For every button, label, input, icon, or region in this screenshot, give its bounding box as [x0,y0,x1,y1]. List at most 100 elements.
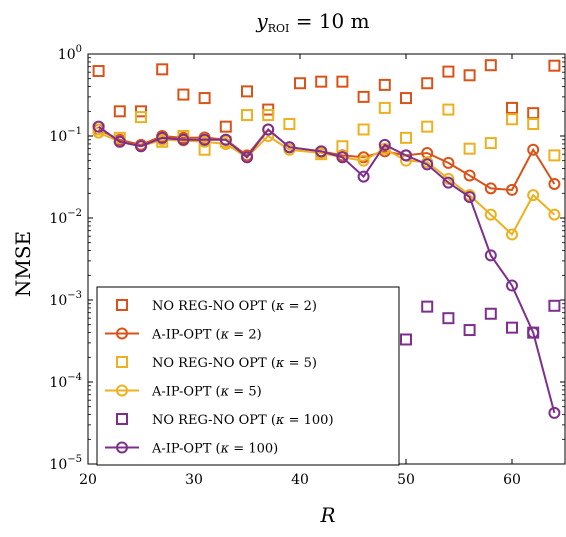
data-point [548,406,561,419]
y-tick-base: 10 [49,375,67,391]
data-point [219,133,232,146]
y-tick-exp: −1 [67,126,82,137]
data-point [548,59,561,72]
data-point [484,307,497,320]
y-tick-exp: −3 [67,290,82,301]
data-point [357,154,370,167]
y-tick-base: 10 [49,457,67,473]
data-point [506,113,518,126]
data-point [198,92,211,105]
data-point [442,176,455,189]
data-point [135,111,147,124]
data-point [336,151,349,164]
data-point [484,182,497,195]
legend-marker [116,327,128,340]
data-point [421,300,434,313]
data-point [527,118,540,131]
x-tick-label: 60 [503,472,521,488]
data-point [506,279,518,292]
data-point [357,170,370,183]
legend-marker [116,384,128,397]
data-point [113,105,126,118]
legend-marker [116,413,128,425]
data-point [463,191,476,204]
chart-title-sub: ROI [268,22,290,35]
data-point [421,120,434,133]
x-axis-label: R [319,503,335,527]
data-point [113,135,126,148]
data-point [527,143,540,156]
legend-entry: A-IP-OPT (κ = 2) [105,327,262,343]
data-point [357,123,370,136]
y-tick-label: 10−2 [49,208,82,227]
y-tick-label: 10−1 [49,126,82,145]
data-point [294,77,306,90]
data-point [262,109,275,122]
legend-label: NO REG-NO OPT (κ = 100) [152,413,334,428]
data-point [283,118,296,131]
data-point [463,324,476,337]
chart-title-rest: = 10 m [289,9,369,33]
data-point [400,149,412,162]
data-point [135,140,147,153]
data-point [378,138,391,151]
data-point [241,151,253,164]
legend-label: NO REG-NO OPT (κ = 2) [152,299,317,314]
x-tick-label: 20 [79,472,97,488]
data-point [484,59,497,72]
chart-title: yROI = 10 m [255,9,369,35]
y-tick-base: 10 [58,47,76,63]
data-point [527,189,540,202]
x-tick-label: 40 [291,472,309,488]
x-tick-label: 50 [397,472,415,488]
legend-label: A-IP-OPT (κ = 5) [151,385,262,400]
data-point [378,101,391,114]
data-point [548,208,561,221]
data-point [463,69,476,82]
data-series [92,59,561,419]
data-point [315,145,328,158]
legend-entry: NO REG-NO OPT (κ = 2) [116,299,317,314]
y-tick-base: 10 [49,293,67,309]
data-point [421,77,434,90]
data-point [442,103,455,116]
data-point [156,131,169,144]
data-point [506,321,518,334]
legend-marker [116,356,128,368]
legend-label: A-IP-OPT (κ = 2) [151,328,262,343]
legend-box [96,286,400,466]
legend-label: A-IP-OPT (κ = 100) [151,442,278,457]
data-point [336,75,349,88]
data-point [421,158,434,171]
y-axis-label: NMSE [11,231,35,297]
y-tick-exp: −2 [67,208,82,219]
x-tick-label: 30 [185,472,203,488]
data-point [548,299,561,312]
data-point [92,120,105,133]
y-tick-label: 10−3 [49,290,82,309]
data-point [442,156,455,169]
data-point [484,208,497,221]
data-point [527,107,540,120]
data-point [548,149,561,162]
y-tick-exp: 0 [76,44,82,55]
data-point [336,140,349,153]
y-tick-exp: −4 [67,372,82,383]
data-point [315,75,328,88]
data-point [548,177,561,190]
legend: NO REG-NO OPT (κ = 2) A-IP-OPT (κ = 2) NO … [96,286,400,466]
data-point [241,109,253,122]
data-point [484,137,497,150]
data-point [527,326,540,339]
data-point [262,123,275,136]
legend-entry: NO REG-NO OPT (κ = 5) [116,356,317,371]
y-tick-label: 10−5 [49,454,82,473]
legend-marker [116,299,128,311]
data-point [219,120,232,133]
legend-entry: A-IP-OPT (κ = 100) [105,441,278,457]
data-point [92,65,105,78]
chart-title-var: y [255,9,268,33]
y-tick-exp: −5 [67,454,82,465]
series-5 [92,120,561,419]
